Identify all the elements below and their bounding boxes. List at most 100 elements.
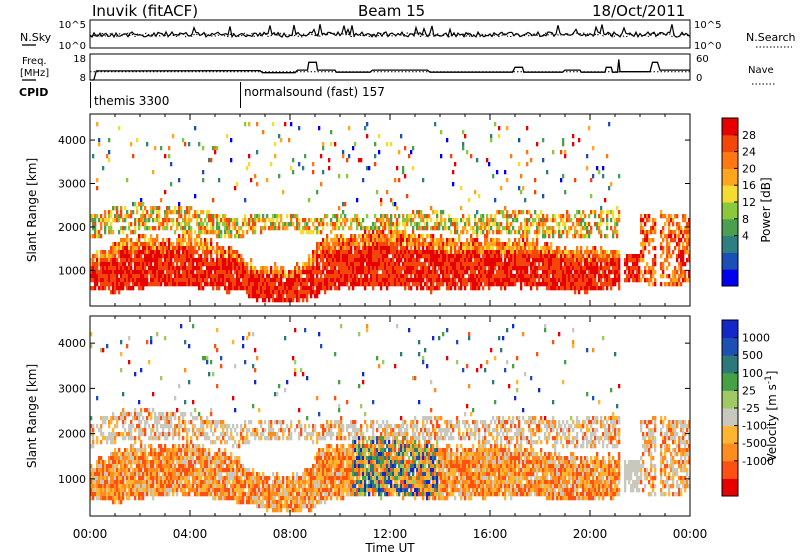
velocity-cell [166, 452, 169, 457]
velocity-cell [114, 432, 117, 437]
velocity-cell [114, 436, 117, 441]
power-cell [376, 242, 379, 247]
power-cell [424, 266, 427, 271]
power-cell [562, 274, 565, 279]
power-cell [588, 250, 591, 255]
power-cell [674, 234, 677, 239]
power-cell [352, 254, 355, 259]
power-cell [430, 290, 433, 295]
power-cell [380, 198, 383, 203]
power-cell [590, 286, 593, 291]
power-cell [380, 230, 383, 235]
power-cell [170, 210, 173, 215]
power-cell [464, 250, 467, 255]
power-cell [320, 230, 323, 235]
power-colorbar-tick-label: 12 [742, 196, 756, 209]
power-cell [302, 262, 305, 267]
power-cell [476, 242, 479, 247]
power-cell [364, 238, 367, 243]
velocity-cell [114, 492, 117, 497]
power-cell [258, 218, 261, 223]
power-cell [190, 230, 193, 235]
power-cell [438, 258, 441, 263]
power-cell [214, 230, 217, 235]
power-cell [286, 290, 289, 295]
power-cell [224, 254, 227, 259]
power-cell [552, 250, 555, 255]
power-cell [222, 246, 225, 251]
power-cell [234, 286, 237, 291]
power-cell [236, 182, 239, 187]
power-cell [112, 270, 115, 275]
power-cell [520, 258, 523, 263]
power-cell [428, 258, 431, 263]
power-cell [144, 274, 147, 279]
power-cell [524, 278, 527, 283]
power-cell [206, 270, 209, 275]
power-cell [154, 254, 157, 259]
power-cell [186, 266, 189, 271]
power-cell [200, 274, 203, 279]
power-cell [292, 290, 295, 295]
power-cell [124, 274, 127, 279]
power-cell [340, 234, 343, 239]
power-cell [590, 194, 593, 199]
power-cell [462, 258, 465, 263]
power-cell [510, 278, 513, 283]
power-cell [430, 258, 433, 263]
power-cell [526, 254, 529, 259]
power-cell [264, 266, 267, 271]
power-cell [556, 278, 559, 283]
power-cell [270, 278, 273, 283]
power-cell [458, 266, 461, 271]
power-cell [350, 242, 353, 247]
power-cell [306, 222, 309, 227]
power-cell [144, 222, 147, 227]
power-cell [340, 222, 343, 227]
power-cell [570, 258, 573, 263]
power-cell [228, 282, 231, 287]
power-cell [210, 282, 213, 287]
power-cell [280, 278, 283, 283]
power-cell [188, 266, 191, 271]
power-cell [290, 218, 293, 223]
power-cell [540, 266, 543, 271]
power-cell [398, 278, 401, 283]
power-cell [128, 250, 131, 255]
velocity-cell [126, 460, 129, 465]
power-cell [260, 278, 263, 283]
velocity-cell [128, 488, 131, 493]
power-cell [364, 266, 367, 271]
power-cell [90, 258, 93, 263]
power-cell [162, 262, 165, 267]
power-cell [372, 246, 375, 251]
power-cell [526, 238, 529, 243]
power-cell [340, 262, 343, 267]
velocity-cell [98, 472, 101, 477]
power-cell [272, 294, 275, 299]
power-cell [94, 286, 97, 291]
power-cell [110, 278, 113, 283]
power-cell [326, 286, 329, 291]
power-cell [680, 250, 683, 255]
power-cell [602, 254, 605, 259]
power-cell [364, 286, 367, 291]
power-cell [168, 262, 171, 267]
power-cell [642, 242, 645, 247]
power-cell [386, 214, 389, 219]
velocity-cell [160, 444, 163, 449]
power-cell [464, 278, 467, 283]
velocity-cell [144, 480, 147, 485]
velocity-cell [150, 340, 153, 345]
power-cell [396, 258, 399, 263]
power-cell [594, 270, 597, 275]
power-cell [586, 230, 589, 235]
power-cell [230, 246, 233, 251]
power-cell [616, 262, 619, 267]
velocity-cell [130, 464, 133, 469]
velocity-cell [122, 492, 125, 497]
power-cell [108, 150, 111, 155]
power-cell [328, 246, 331, 251]
power-cell [536, 242, 539, 247]
power-cell [302, 294, 305, 299]
